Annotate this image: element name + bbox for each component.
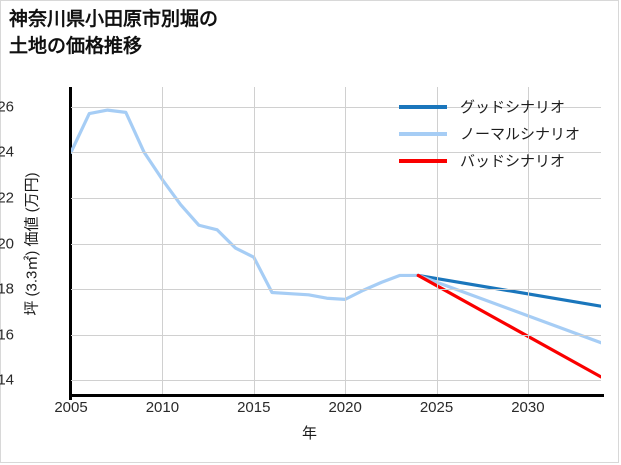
x-tick-label: 2005 [54, 399, 88, 416]
legend-label-normal: ノーマルシナリオ [460, 126, 581, 143]
gridline-horizontal [71, 380, 601, 382]
gridline-horizontal [71, 289, 601, 291]
x-axis-line [69, 394, 604, 397]
gridline-vertical [527, 87, 529, 394]
x-tick-label: 2020 [328, 399, 362, 416]
legend-swatch-bad [399, 158, 447, 163]
page-title: 神奈川県小田原市別堀の 土地の価格推移 [9, 9, 219, 57]
y-tick-label: 16 [0, 326, 14, 344]
gridline-vertical [345, 87, 347, 394]
chart-legend: グッドシナリオ ノーマルシナリオ バッドシナリオ [399, 93, 604, 174]
legend-item-good[interactable]: グッドシナリオ [399, 93, 604, 120]
y-axis-line [69, 87, 72, 400]
x-axis-label: 年 [301, 425, 317, 442]
gridline-vertical [253, 87, 255, 394]
x-tick-label: 2015 [237, 399, 271, 416]
y-tick-label: 26 [0, 98, 14, 116]
y-axis-label: 坪 (3.3㎡) 価値 (万円) [23, 171, 41, 316]
y-tick-label: 20 [0, 235, 14, 252]
x-tick-label: 2030 [511, 399, 545, 416]
y-tick-label: 18 [0, 280, 14, 298]
x-tick-label: 2025 [419, 399, 454, 416]
legend-swatch-normal [399, 131, 447, 136]
y-tick-label: 22 [0, 189, 14, 207]
legend-item-bad[interactable]: バッドシナリオ [399, 147, 604, 174]
gridline-vertical [436, 87, 438, 394]
gridline-vertical [162, 87, 164, 394]
y-tick-label: 14 [0, 371, 14, 389]
plot-area [69, 87, 604, 400]
gridline-horizontal [71, 106, 601, 108]
series-line-normal [416, 273, 601, 345]
series-line-bad [416, 273, 601, 379]
series-line-history [71, 108, 420, 301]
y-axis-label-container: 坪 (3.3㎡) 価値 (万円) [17, 93, 45, 394]
legend-label-bad: バッドシナリオ [460, 153, 566, 170]
gridline-horizontal [71, 152, 601, 154]
legend-label-good: グッドシナリオ [460, 99, 566, 116]
y-tick-label: 24 [0, 143, 14, 161]
chart-lines [71, 108, 601, 379]
gridline-horizontal [71, 243, 601, 245]
legend-swatch-good [399, 104, 447, 109]
series-line-good [416, 273, 601, 308]
gridline-horizontal [71, 197, 601, 199]
legend-item-normal[interactable]: ノーマルシナリオ [399, 120, 604, 147]
x-tick-label: 2010 [145, 399, 180, 416]
gridline-horizontal [71, 334, 601, 336]
